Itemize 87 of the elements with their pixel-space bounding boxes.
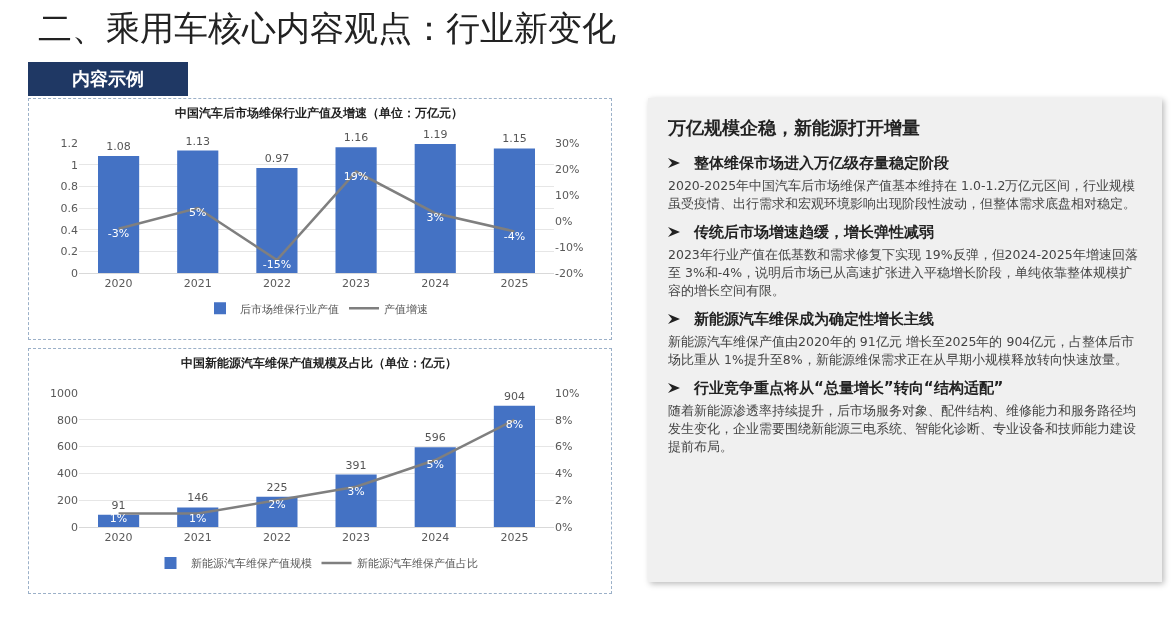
y-tick-label: 0.2 <box>60 245 78 259</box>
bar <box>414 144 456 273</box>
y2-tick-label: 10% <box>555 188 580 202</box>
x-tick-label: 2021 <box>183 531 212 545</box>
y2-tick-label: 30% <box>555 136 580 150</box>
data-label: 3% <box>426 211 444 225</box>
y-tick-label: 1.2 <box>60 136 78 150</box>
x-tick-label: 2023 <box>342 531 371 545</box>
chart-title: 中国汽车后市场维保行业产值及增速（单位：万亿元） <box>175 105 463 120</box>
y2-tick-label: 20% <box>555 162 580 176</box>
y-tick-label: 1 <box>71 158 78 172</box>
data-label: 225 <box>266 480 288 494</box>
bar <box>335 474 377 527</box>
text: 传统后市场增速趋缓，增长弹性减弱 <box>694 223 934 241</box>
text: 随着新能源渗透率持续提升，后市场服务对象、配件结构、维修能力和服务路径均发生变化，企业需要围绕新能源三电系统、智能化诊断、专业设备和技师能力建设提前布局。 <box>668 402 1137 456</box>
data-label: 1% <box>189 511 207 525</box>
x-tick-label: 2025 <box>500 531 529 545</box>
data-label: 904 <box>503 389 525 403</box>
y-tick-label: 0.8 <box>60 180 78 194</box>
y2-tick-label: 2% <box>555 494 573 508</box>
y2-tick-label: 0% <box>555 214 573 228</box>
bar <box>335 147 377 273</box>
text: 二、乘用车核心内容观点：行业新变化 <box>38 7 616 50</box>
data-label: 596 <box>424 431 446 445</box>
data-label: 8% <box>505 418 524 432</box>
text: 2023年行业产值在低基数和需求修复下实现 19%反弹，但2024-2025年增速回落至 3%和-4%，说明后市场已从高速扩张进入平稳增长阶段，单纯依靠整体规模扩容的增长空间有限。 <box>668 246 1139 300</box>
data-label: 1% <box>109 511 128 525</box>
x-tick-label: 2024 <box>421 277 450 291</box>
bar <box>98 156 140 273</box>
y2-tick-label: 8% <box>555 413 573 427</box>
data-label: 3% <box>347 485 365 499</box>
chart-title: 中国新能源汽车维保产值规模及占比（单位：亿元） <box>181 356 457 370</box>
y2-tick-label: 0% <box>555 520 573 534</box>
bar <box>493 148 535 273</box>
y2-tick-label: -10% <box>555 240 584 254</box>
legend-label: 新能源汽车维保产值占比 <box>356 557 478 571</box>
y2-tick-label: 4% <box>555 467 573 481</box>
y2-tick-label: 10% <box>555 386 580 400</box>
data-label: 1.08 <box>106 140 131 153</box>
x-tick-label: 2022 <box>262 277 291 291</box>
y-tick-label: 200 <box>57 494 78 508</box>
data-label: -4% <box>503 229 526 243</box>
y2-tick-label: 6% <box>555 440 573 454</box>
y2-tick-label: -20% <box>555 266 584 280</box>
data-label: 1.19 <box>423 128 448 142</box>
x-tick-label: 2024 <box>421 531 450 545</box>
x-tick-label: 2022 <box>262 531 291 545</box>
data-label: 1.15 <box>502 132 527 146</box>
data-label: 391 <box>345 458 367 472</box>
text: 2020-2025年中国汽车后市场维保产值基本维持在 1.0-1.2万亿元区间，行业规模虽受疫情、出行需求和宏观环境影响出现阶段性波动，但整体需求底盘相对稳定。 <box>668 177 1137 213</box>
bar <box>414 447 456 527</box>
bar <box>177 150 219 273</box>
data-label: 5% <box>189 206 207 220</box>
legend-label: 新能源汽车维保产值规模 <box>190 557 312 571</box>
y-tick-label: 0.4 <box>60 223 78 237</box>
x-tick-label: 2020 <box>104 531 133 545</box>
data-label: 5% <box>426 458 444 472</box>
text: 新能源汽车维保成为确定性增长主线 <box>694 310 934 328</box>
legend-label: 产值增速 <box>384 302 428 316</box>
y-tick-label: 0.6 <box>60 201 78 215</box>
x-tick-label: 2023 <box>342 277 371 291</box>
bar <box>256 167 298 273</box>
y-tick-label: 1000 <box>50 386 78 400</box>
y-tick-label: 0 <box>71 266 78 280</box>
y-tick-label: 600 <box>57 440 78 454</box>
text: 新能源汽车维保产值由2020年的 91亿元 增长至2025年的 904亿元，占整体后市场比重从 1%提升至8%，新能源维保需求正在从早期小规模释放转向快速放量。 <box>668 333 1136 369</box>
x-tick-label: 2021 <box>183 277 212 291</box>
y-tick-label: 800 <box>57 413 78 427</box>
data-label: 0.97 <box>264 151 290 165</box>
data-label: 2% <box>268 498 286 512</box>
text: 万亿规模企稳，新能源打开增量 <box>668 116 921 140</box>
text: 整体维保市场进入万亿级存量稳定阶段 <box>694 154 949 172</box>
y-tick-label: 0 <box>71 520 78 534</box>
legend-label: 后市场维保行业产值 <box>240 302 339 316</box>
data-label: -3% <box>107 227 130 241</box>
data-label: 19% <box>343 169 369 183</box>
bar <box>493 405 535 527</box>
data-label: 91 <box>111 498 126 512</box>
data-label: 146 <box>187 491 209 505</box>
data-label: 1.13 <box>185 134 210 148</box>
y-tick-label: 400 <box>57 467 78 481</box>
text: 行业竞争重点将从“总量增长”转向“结构适配” <box>694 379 1004 397</box>
x-tick-label: 2020 <box>104 277 133 291</box>
x-tick-label: 2025 <box>500 277 529 291</box>
data-label: 1.16 <box>343 131 369 145</box>
data-label: -15% <box>262 258 292 272</box>
text: 内容示例 <box>28 62 188 96</box>
